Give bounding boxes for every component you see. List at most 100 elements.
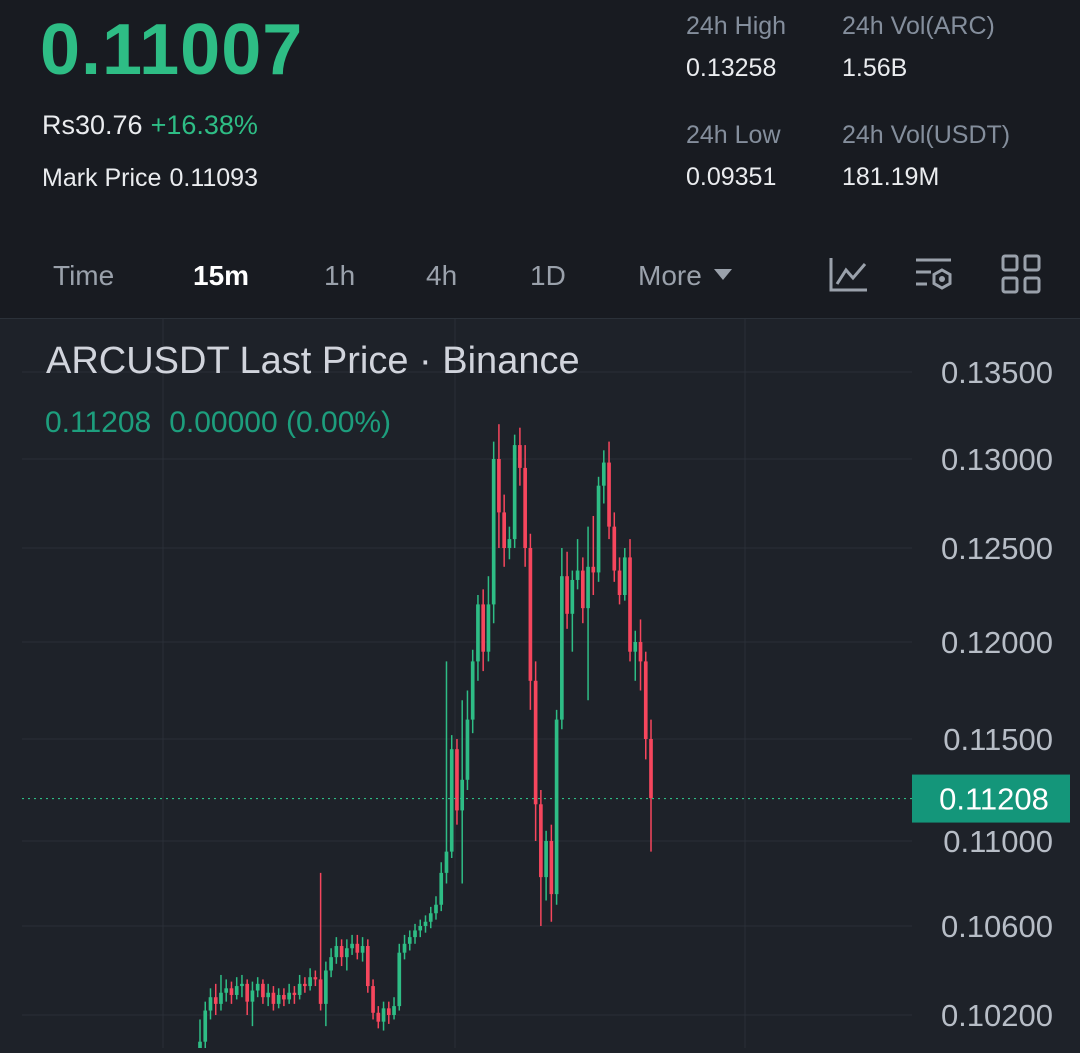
- candle-body: [512, 445, 517, 540]
- candle-body: [560, 576, 564, 720]
- candle-body: [381, 1008, 386, 1022]
- candle-body: [365, 946, 370, 987]
- chart-settings-icon[interactable]: [913, 252, 957, 296]
- candle-body: [240, 983, 244, 987]
- tab-1h[interactable]: 1h: [324, 260, 356, 291]
- candle-body: [549, 841, 554, 895]
- current-price-badge: [912, 774, 1070, 823]
- candle-body: [376, 1012, 381, 1022]
- stat-24h-vol-base-value: 1.56B: [842, 54, 908, 82]
- candle-body: [423, 921, 428, 926]
- candle-body: [318, 979, 323, 1004]
- candle-body: [444, 851, 449, 873]
- candle-body: [407, 937, 412, 944]
- chart-grid: [22, 319, 912, 1048]
- candle-body: [392, 1006, 396, 1015]
- tab-15m[interactable]: 15m: [193, 260, 250, 291]
- candles: [198, 424, 653, 1053]
- candle-body: [565, 576, 569, 614]
- candle-body: [622, 557, 627, 595]
- y-tick-label: 0.10200: [941, 998, 1053, 1033]
- candle-body: [596, 485, 601, 573]
- candle-body: [612, 526, 617, 571]
- tab-time[interactable]: Time: [53, 260, 115, 291]
- candle-body: [234, 986, 239, 995]
- tab-more[interactable]: More: [638, 256, 732, 296]
- chart-title: ARCUSDT Last Price · Binance: [46, 340, 580, 382]
- candle-body: [255, 983, 260, 991]
- mark-price-value: 0.11093: [169, 164, 258, 192]
- candle-body: [617, 570, 622, 595]
- stat-24h-vol-quote: 24h Vol(USDT) 181.19M: [842, 119, 1010, 193]
- candle-body: [601, 462, 606, 486]
- candle-body: [643, 661, 648, 739]
- candle-body: [324, 970, 328, 1004]
- candle-body: [465, 719, 470, 780]
- candle-body: [245, 983, 250, 1002]
- candle-body: [334, 946, 339, 958]
- candle-body: [497, 459, 501, 513]
- candle-body: [449, 749, 454, 852]
- candle-body: [345, 948, 349, 958]
- price-chart[interactable]: 0.13500 0.13000 0.12500 0.12000 0.11500 0.110…: [0, 319, 1080, 1053]
- tab-4h[interactable]: 4h: [426, 260, 458, 291]
- y-tick-label: 0.12000: [941, 625, 1053, 660]
- candle-body: [638, 642, 643, 662]
- candle-body: [539, 804, 543, 878]
- y-tick-label: 0.13500: [941, 355, 1053, 390]
- stat-24h-low-value: 0.09351: [686, 163, 777, 191]
- candle-body: [287, 992, 291, 1000]
- candle-body: [282, 994, 286, 1000]
- candle-body: [219, 992, 223, 1004]
- mark-price-label: Mark Price: [42, 164, 162, 192]
- candle-body: [350, 943, 354, 949]
- candle-body: [470, 661, 475, 720]
- candle-body: [533, 680, 538, 805]
- candle-body: [607, 462, 611, 527]
- candle-body: [649, 739, 653, 799]
- candle-body: [339, 946, 344, 958]
- candle-body: [224, 988, 229, 993]
- candle-body: [481, 604, 486, 652]
- candle-body: [371, 986, 375, 1013]
- stat-24h-low: 24h Low 0.09351: [686, 119, 781, 193]
- candle-body: [554, 719, 559, 895]
- y-tick-label: 0.10600: [941, 909, 1053, 944]
- candle-body: [586, 566, 590, 609]
- candle-body: [580, 570, 585, 609]
- candle-body: [523, 467, 527, 548]
- legend-value: 0.11208: [45, 406, 151, 439]
- y-tick-label: 0.11500: [943, 722, 1053, 757]
- candle-body: [402, 943, 407, 953]
- y-tick-label: 0.13000: [941, 442, 1053, 477]
- candle-body: [502, 512, 506, 548]
- candle-body: [329, 957, 333, 971]
- candle-body: [633, 642, 638, 652]
- candle-body: [434, 904, 438, 914]
- stat-24h-vol-quote-value: 181.19M: [842, 163, 940, 191]
- ticker-header: 0.11007 Rs30.76 +16.38% Mark Price 0.11093…: [0, 0, 1080, 240]
- candle-body: [628, 557, 632, 652]
- candle-body: [261, 983, 265, 998]
- candle-body: [428, 913, 433, 922]
- candle-body: [486, 604, 491, 652]
- candle-body: [455, 749, 459, 811]
- mark-price-row: Mark Price 0.11093: [42, 161, 258, 195]
- price-axis: 0.13500 0.13000 0.12500 0.12000 0.11500 0.110…: [22, 355, 1070, 1033]
- candle-body: [544, 841, 548, 878]
- grid-layout-icon[interactable]: [999, 252, 1043, 296]
- candle-body: [229, 988, 234, 995]
- candle-body: [528, 548, 533, 681]
- candle-body: [303, 983, 307, 987]
- candle-body: [266, 992, 271, 998]
- candle-body: [507, 539, 512, 548]
- indicator-chart-icon[interactable]: [827, 252, 871, 296]
- stat-24h-low-label: 24h Low: [686, 121, 781, 149]
- candle-body: [308, 977, 312, 987]
- candlestick-chart[interactable]: 0.13500 0.13000 0.12500 0.12000 0.11500 0.110…: [0, 319, 1080, 1053]
- stat-24h-vol-quote-label: 24h Vol(USDT): [842, 121, 1011, 149]
- candle-body: [292, 992, 297, 995]
- y-tick-label: 0.11000: [943, 824, 1053, 859]
- candle-body: [208, 997, 213, 1011]
- tab-1d[interactable]: 1D: [530, 260, 566, 291]
